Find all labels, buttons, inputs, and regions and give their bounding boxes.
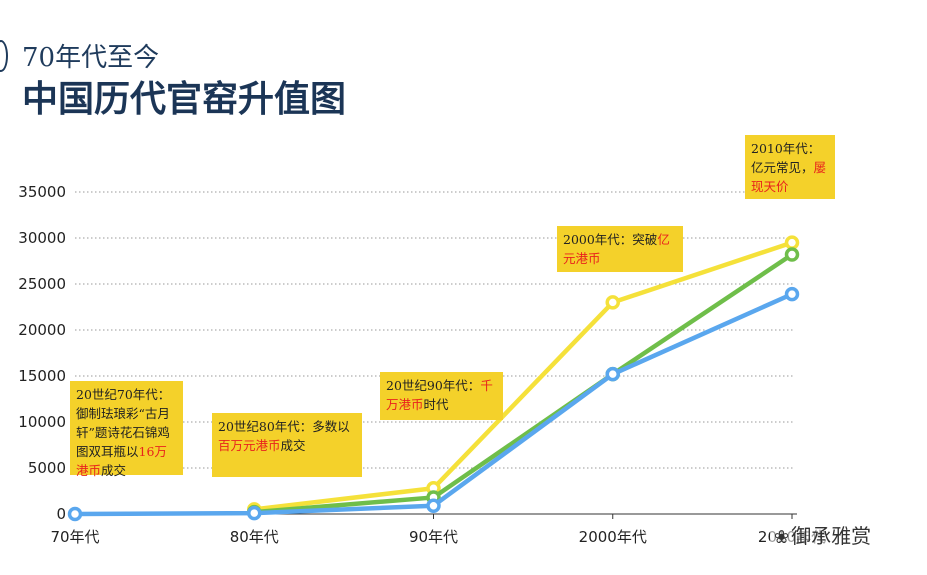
x-tick-label: 80年代 bbox=[230, 528, 279, 546]
annotation-2010s: 2010年代：亿元常见，屡现天价 bbox=[745, 135, 835, 199]
page-title: 中国历代官窑升值图 bbox=[22, 78, 347, 120]
annotation-text: 时代 bbox=[423, 397, 449, 412]
y-tick-label: 10000 bbox=[18, 413, 66, 431]
wechat-icon: ❀ bbox=[774, 527, 790, 548]
annotation-1970s: 20世纪70年代：御制珐琅彩“古月轩”题诗花石锦鸡图双耳瓶以16万港币成交 bbox=[70, 381, 183, 478]
annotation-1980s: 20世纪80年代：多数以百万元港币成交 bbox=[212, 413, 362, 477]
annotation-text: 20世纪90年代： bbox=[386, 378, 481, 393]
data-point bbox=[784, 235, 800, 250]
series-line-1 bbox=[252, 240, 795, 512]
y-tick-label: 30000 bbox=[18, 229, 66, 247]
data-point bbox=[784, 286, 800, 302]
annotation-1990s: 20世纪90年代：千万港币时代 bbox=[380, 372, 503, 420]
data-point bbox=[605, 366, 620, 382]
highlight-text: 16万港币 bbox=[76, 444, 167, 478]
x-tick-label: 2000年代 bbox=[579, 528, 647, 546]
y-tick-label: 0 bbox=[56, 505, 66, 523]
x-tick-label: 90年代 bbox=[409, 528, 458, 546]
highlight-text: 百万元港币 bbox=[218, 438, 281, 453]
highlight-text: 屡现天价 bbox=[751, 160, 827, 194]
annotation-text: 20世纪70年代：御制珐琅彩“古月轩”题诗花石锦鸡图双耳瓶以 bbox=[76, 387, 171, 459]
watermark: ❀ 御承雅赏 bbox=[770, 520, 876, 549]
annotation-text: 2000年代：突破 bbox=[563, 232, 658, 247]
y-tick-label: 35000 bbox=[18, 183, 66, 201]
highlight-text: 亿元港币 bbox=[563, 232, 670, 266]
data-point bbox=[426, 498, 441, 513]
data-point bbox=[784, 247, 800, 262]
watermark-text: 御承雅赏 bbox=[791, 524, 872, 548]
annotation-text: 2010年代：亿元常见， bbox=[751, 141, 821, 175]
annotation-2000s: 2000年代：突破亿元港币 bbox=[557, 226, 683, 272]
data-point bbox=[605, 295, 620, 310]
annotation-text: 20世纪80年代：多数以 bbox=[218, 419, 350, 434]
y-tick-label: 20000 bbox=[18, 321, 66, 339]
annotation-text: 成交 bbox=[280, 438, 306, 453]
title-block: 70年代至今 中国历代官窑升值图 bbox=[22, 42, 346, 124]
data-point bbox=[247, 505, 262, 521]
page-subtitle: 70年代至今 bbox=[22, 43, 160, 73]
highlight-text: 千万港币 bbox=[386, 378, 493, 412]
y-tick-label: 15000 bbox=[18, 367, 66, 385]
y-tick-label: 25000 bbox=[18, 275, 66, 293]
data-point bbox=[67, 506, 83, 522]
y-tick-label: 5000 bbox=[28, 459, 66, 477]
x-tick-label: 70年代 bbox=[50, 528, 99, 546]
series-line-2 bbox=[252, 252, 795, 515]
annotation-text: 成交 bbox=[101, 463, 127, 478]
